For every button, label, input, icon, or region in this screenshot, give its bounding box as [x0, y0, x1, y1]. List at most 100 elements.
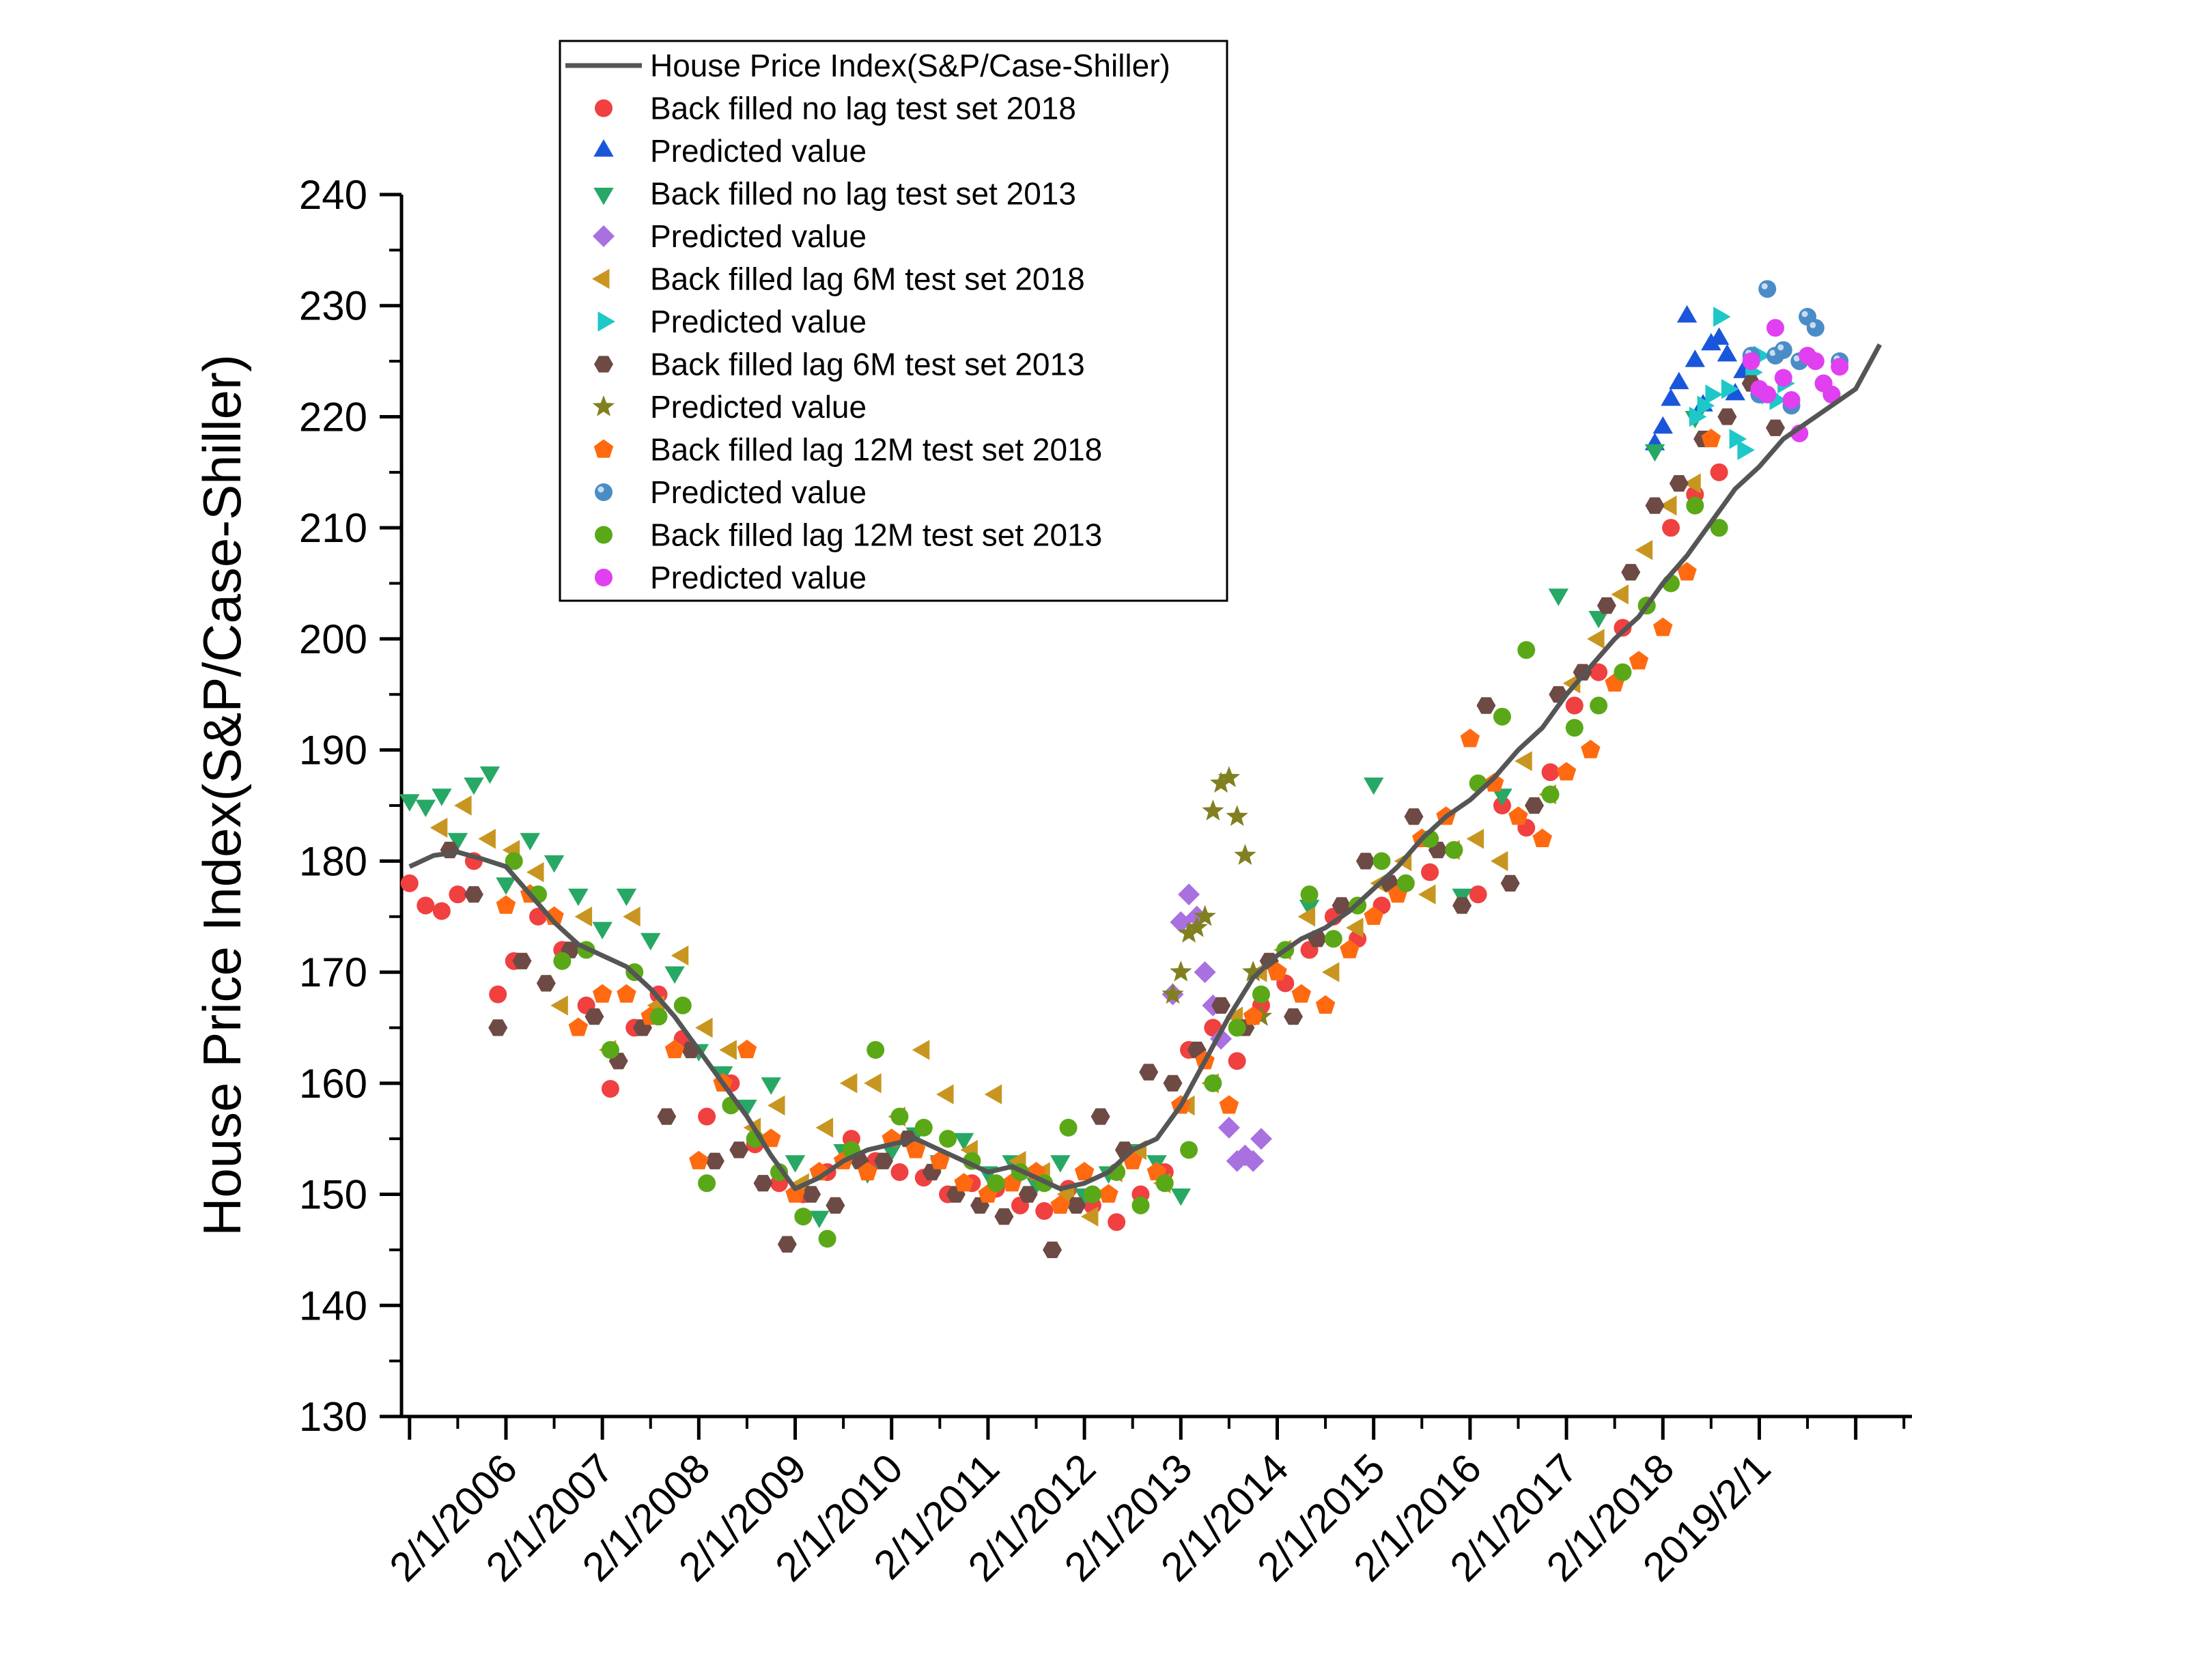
legend-label: Predicted value: [650, 218, 867, 254]
y-tick-label: 200: [299, 616, 367, 662]
legend-item: Back filled no lag test set 2013: [593, 176, 1076, 212]
data-point: [488, 1019, 508, 1036]
sphere-body: [1774, 341, 1792, 359]
data-point: [1364, 778, 1384, 795]
data-point: [729, 1141, 749, 1158]
data-point: [1250, 1128, 1272, 1150]
data-point: [1635, 540, 1653, 560]
data-point: [1204, 1074, 1222, 1092]
legend-label: Predicted value: [650, 560, 867, 595]
data-point: [1710, 519, 1728, 537]
data-point: [1766, 419, 1785, 436]
y-tick-label: 180: [299, 838, 367, 884]
data-point: [1629, 651, 1649, 670]
legend-label: House Price Index(S&P/Case-Shiller): [650, 48, 1170, 83]
data-point: [1729, 429, 1747, 449]
legend-marker: [595, 569, 613, 586]
data-point: [1131, 1196, 1150, 1214]
data-point: [1217, 1116, 1240, 1139]
data-point: [994, 1208, 1014, 1225]
data-point: [890, 1163, 909, 1181]
legend: House Price Index(S&P/Case-Shiller) Back …: [559, 40, 1228, 602]
data-point: [1083, 1185, 1101, 1204]
data-point: [1018, 1186, 1038, 1203]
data-point: [1677, 562, 1697, 581]
data-point: [1508, 806, 1528, 825]
legend-label: Predicted value: [650, 389, 867, 425]
data-point: [640, 932, 661, 951]
data-point: [1228, 1052, 1246, 1070]
data-point: [1645, 497, 1665, 514]
data-point: [761, 1128, 781, 1148]
data-point: [826, 1197, 845, 1214]
data-point: [1717, 408, 1737, 425]
sphere-body: [1806, 319, 1825, 337]
data-point: [520, 833, 540, 851]
data-point: [553, 952, 572, 970]
data-point: [698, 1174, 716, 1193]
data-point: [1252, 985, 1270, 1003]
data-point: [1067, 1197, 1086, 1214]
data-point: [1170, 960, 1192, 982]
sphere-highlight: [597, 486, 604, 493]
y-tick-label: 220: [299, 394, 367, 440]
legend-marker: [594, 356, 613, 373]
data-point: [777, 1236, 797, 1253]
legend-item: Back filled lag 6M test set 2018: [592, 261, 1085, 297]
data-point: [1697, 395, 1715, 416]
legend-label: Predicted value: [650, 133, 867, 169]
data-point: [905, 1139, 926, 1158]
y-tick-label: 150: [299, 1172, 367, 1218]
data-point: [601, 1041, 619, 1059]
legend-label: Back filled lag 6M test set 2013: [650, 347, 1085, 382]
data-point: [1210, 771, 1233, 793]
data-point: [1661, 388, 1681, 406]
legend-label: Predicted value: [650, 474, 867, 510]
data-point: [882, 1144, 902, 1162]
data-point: [1766, 319, 1784, 337]
data-point: [1490, 851, 1508, 872]
data-point: [449, 885, 467, 904]
data-point: [953, 1133, 974, 1151]
data-point: [1669, 475, 1689, 492]
legend-label: Back filled lag 12M test set 2018: [650, 432, 1102, 468]
data-point: [417, 896, 435, 915]
data-point: [1562, 673, 1581, 694]
data-point: [1484, 773, 1504, 792]
data-point: [1056, 1184, 1075, 1205]
y-tick-label: 190: [299, 728, 367, 773]
data-point: [1242, 960, 1265, 982]
data-point: [664, 1040, 685, 1059]
data-point: [1372, 852, 1391, 870]
data-point: [914, 1118, 933, 1137]
sphere-highlight: [1793, 355, 1800, 362]
data-point: [890, 1107, 909, 1126]
y-tick-label: 170: [299, 950, 367, 995]
data-point: [1565, 719, 1583, 737]
data-point: [1177, 922, 1200, 943]
legend-marker: [597, 311, 615, 332]
data-point: [1565, 696, 1583, 715]
data-point: [1300, 885, 1319, 904]
data-point: [1180, 1141, 1198, 1159]
data-point: [987, 1174, 1005, 1193]
data-point: [400, 874, 419, 892]
data-point: [1090, 1108, 1110, 1125]
data-point: [1099, 1184, 1118, 1203]
sphere-body: [1758, 280, 1777, 298]
data-point: [1202, 799, 1224, 821]
legend-marker: [593, 225, 615, 247]
data-point: [512, 952, 532, 969]
data-point: [464, 778, 484, 795]
data-point: [1532, 828, 1552, 847]
data-point: [1717, 344, 1738, 362]
data-point: [1332, 897, 1351, 914]
series-12-points: [1742, 319, 1849, 442]
data-point: [1581, 739, 1601, 758]
data-point: [1590, 696, 1608, 715]
legend-marker: [595, 99, 613, 117]
legend-marker: [595, 483, 613, 501]
data-point: [1525, 797, 1544, 814]
series-7-points: [440, 375, 1785, 1258]
data-point: [1108, 1213, 1126, 1231]
